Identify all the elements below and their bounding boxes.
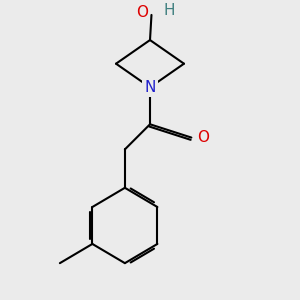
Text: O: O: [197, 130, 209, 145]
Text: N: N: [144, 80, 156, 95]
Text: H: H: [164, 3, 175, 18]
Text: O: O: [136, 5, 148, 20]
